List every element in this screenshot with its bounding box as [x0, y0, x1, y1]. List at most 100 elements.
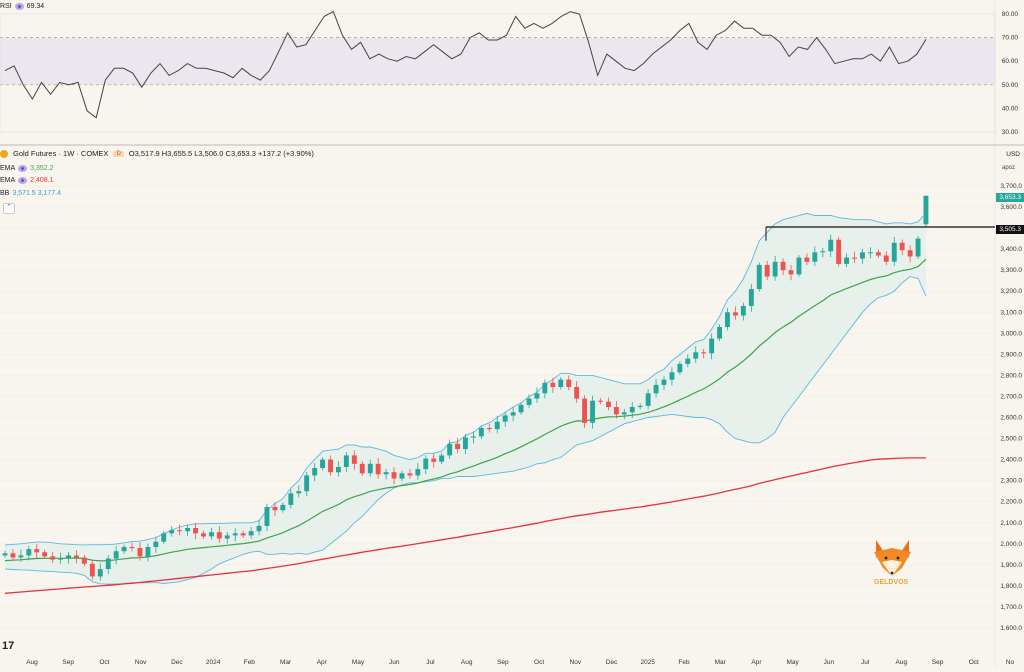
time-axis-label: Nov [135, 659, 147, 666]
eye-icon[interactable] [18, 177, 28, 184]
candle-body [66, 555, 71, 559]
time-axis-label: 2025 [641, 659, 656, 666]
price-tick-label: 3,300.0 [1000, 267, 1022, 274]
rsi-tick-label: 50.00 [1002, 82, 1019, 89]
price-tick-label: 3,200.0 [1000, 288, 1022, 295]
candle-body [621, 412, 627, 415]
d-tag[interactable]: D [113, 150, 124, 157]
price-tick-label: 2,200.0 [1000, 499, 1022, 506]
candle-body [415, 469, 421, 476]
price-tick-label: 2,400.0 [1000, 457, 1022, 464]
tradingview-logo[interactable]: 17 [2, 640, 15, 652]
candle-body [478, 428, 484, 437]
candle-body [399, 473, 405, 479]
candle-body [407, 473, 413, 476]
candle-body [264, 507, 270, 526]
candle-body [629, 407, 635, 413]
time-axis-label: Oct [99, 659, 109, 666]
candle-body [558, 379, 564, 387]
collapse-legend-button[interactable]: ⌃ [3, 203, 15, 214]
fox-eye [884, 556, 888, 560]
candle-body [717, 327, 722, 339]
candle-body [177, 530, 183, 532]
candle-body [161, 533, 167, 542]
candle-body [185, 528, 191, 532]
time-axis-label: Oct [534, 659, 544, 666]
price-tick-label: 2,100.0 [1000, 520, 1022, 527]
candle-body [375, 463, 381, 475]
candle-body [240, 533, 246, 536]
price-tick-label: 3,600.0 [1000, 204, 1022, 211]
ema-fast-label: EMA [0, 165, 16, 172]
gold-coin-icon [0, 149, 8, 158]
candle-body [193, 528, 198, 534]
candle-body [653, 384, 659, 394]
candle-body [574, 387, 580, 399]
candle-body [26, 549, 32, 556]
rsi-line [4, 10, 927, 119]
price-tick-label: 3,700.0 [1000, 183, 1022, 190]
watermark-brand: GELDVOS [874, 579, 909, 586]
candle-body [320, 459, 325, 468]
time-axis-label: Dec [171, 659, 183, 666]
fox-muzzle [882, 560, 902, 576]
rsi-value: 69.34 [26, 3, 45, 10]
time-axis-label: Jul [426, 659, 435, 666]
price-tick-label: 2,800.0 [1000, 372, 1022, 379]
candle-body [812, 252, 818, 262]
candle-body [733, 312, 738, 316]
scale-tag[interactable]: apoz [1001, 165, 1015, 171]
candle-body [232, 533, 238, 536]
candle-body [351, 455, 357, 464]
candle-body [915, 238, 921, 257]
candle-body [510, 412, 516, 416]
candle-body [209, 532, 214, 537]
time-axis-label: Nov [570, 659, 582, 666]
candle-body [81, 557, 87, 564]
candle-body [296, 491, 302, 494]
candle-body [772, 261, 778, 277]
eye-icon[interactable] [14, 3, 24, 10]
bb-value: 3,571.5 3,177.4 [12, 190, 61, 197]
time-axis-label: Feb [678, 659, 690, 666]
time-axis-label: Oct [969, 659, 979, 666]
currency-label[interactable]: USD [1006, 151, 1020, 158]
candle-body [280, 504, 286, 511]
candle-body [201, 533, 206, 537]
candle-body [129, 547, 135, 549]
candle-body [883, 255, 889, 262]
time-axis-label: No [1006, 659, 1015, 666]
resistance-price-label: 3,505.3 [996, 225, 1024, 234]
candle-body [613, 407, 619, 415]
candle-body [590, 400, 595, 423]
candle-body [606, 401, 611, 407]
candle-body [328, 459, 333, 473]
rsi-legend: RSI 69.34 [0, 2, 44, 11]
candle-body [423, 458, 429, 470]
candle-body [486, 428, 492, 430]
candle-body [598, 400, 603, 402]
candle-body [875, 252, 881, 256]
candle-body [272, 507, 278, 511]
price-tick-label: 3,100.0 [1000, 309, 1022, 316]
candle-body [645, 393, 651, 406]
candle-body [907, 250, 913, 257]
time-axis-label: Jun [824, 659, 835, 666]
candle-body [50, 556, 56, 560]
candle-body [764, 264, 770, 277]
candle-body [439, 455, 445, 462]
price-tick-label: 1,900.0 [1000, 562, 1022, 569]
candle-body [804, 257, 810, 262]
ohlc-readout: O3,517.9 H3,655.5 L3,506.0 C3,653.3 +137… [128, 149, 314, 158]
time-axis-label: Sep [62, 659, 74, 666]
eye-icon[interactable] [18, 165, 28, 172]
candle-body [748, 289, 754, 306]
instrument-name[interactable]: Gold Futures · 1W · COMEX [13, 149, 109, 158]
candle-body [852, 257, 857, 259]
candle-body [74, 555, 79, 558]
time-axis-label: Feb [244, 659, 256, 666]
rsi-band [0, 37, 995, 85]
candle-body [455, 443, 460, 450]
